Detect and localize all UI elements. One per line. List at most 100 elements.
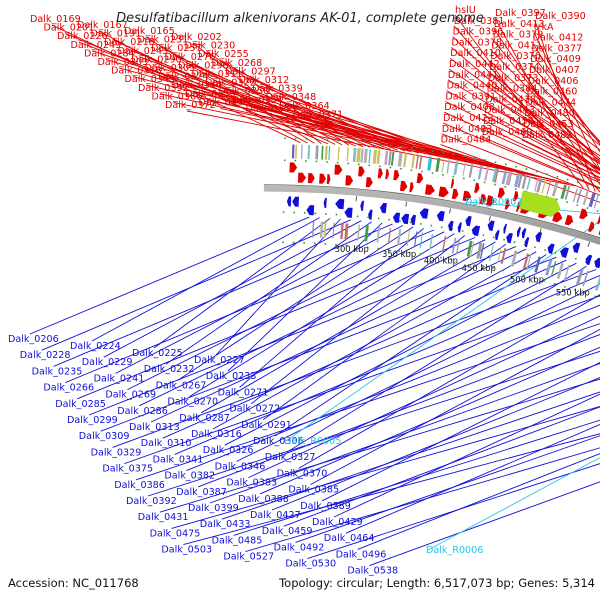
gene-label: Dalk_0191 [91, 29, 142, 40]
feature-tile [435, 157, 441, 172]
feature-tile [321, 145, 324, 160]
feature-tile-inner [489, 245, 494, 262]
leader-line [183, 433, 600, 546]
gene-label: Dalk_0374 [489, 62, 540, 73]
feature-tile-inner [387, 227, 392, 244]
gene-label: Dalk_0329 [91, 447, 142, 458]
leader-line [112, 269, 597, 448]
leader-line [489, 60, 600, 160]
accession-label: Accession: NC_011768 [8, 576, 139, 590]
feature-tile [346, 147, 349, 162]
gene-label: Dalk_0272 [229, 404, 280, 415]
plus-gene-arrow [451, 188, 459, 200]
genome-backbone [263, 184, 600, 245]
gene-label: Dalk_0387 [176, 487, 227, 498]
feature-tile-inner [419, 232, 423, 249]
feature-tile [295, 144, 298, 159]
gene-label: Dalk_0370 [277, 468, 328, 479]
minus-gene-arrow [379, 202, 387, 214]
leader-line [488, 71, 600, 160]
gene-label: Dalk_0372 [165, 100, 216, 111]
plus-gene-arrow [385, 169, 389, 180]
leader-line [115, 225, 404, 374]
minus-gene-arrow [503, 223, 507, 234]
leader-line [103, 220, 362, 358]
gene-label: Dalk_0464 [324, 533, 375, 544]
leader-line [174, 274, 600, 455]
gene-label: Dalk_0378 [451, 37, 502, 48]
guide-ring-3 [282, 241, 600, 300]
feature-tile-inner [376, 226, 381, 243]
leader-line [78, 41, 357, 147]
leader-line [300, 111, 542, 178]
leader-line [198, 334, 600, 488]
minus-gene-arrow [368, 209, 373, 220]
leader-line [53, 223, 393, 367]
plus-gene-arrow [393, 170, 400, 181]
gene-label: Dalk_0484 [441, 135, 492, 146]
plus-gene-arrow [424, 184, 435, 195]
feature-tile-inner [500, 248, 507, 264]
plus-gene-arrow [438, 186, 449, 198]
minus-gene-arrow [457, 222, 462, 233]
plus-gene-arrow [516, 202, 520, 212]
leader-line [357, 453, 600, 550]
plus-gene-arrow [462, 190, 472, 202]
backbone-ring [263, 184, 600, 245]
gene-label: Dalk_0406 [528, 76, 579, 87]
leader-line [159, 378, 600, 513]
gene-label: Dalk_0298 [178, 60, 229, 71]
gene-label: Dalk_0377 [531, 43, 582, 54]
leader-line [41, 219, 352, 351]
gene-label: Dalk_0233 [206, 371, 257, 382]
highlighted-gene [518, 190, 561, 217]
gene-label: Dalk_0305 [145, 63, 196, 74]
leader-line [105, 58, 412, 153]
gene-label: Dalk_0224 [70, 341, 121, 352]
leader-line [224, 262, 577, 446]
feature-tile-inner [526, 254, 532, 271]
leader-line [240, 96, 508, 170]
gene-label: Dalk_0359 [185, 89, 236, 100]
leader-line [260, 346, 600, 495]
leader-line [150, 248, 527, 423]
feature-tile [384, 150, 389, 166]
gene-label: Dalk_0503 [161, 545, 212, 556]
backbone-edge [263, 184, 600, 238]
minus-gene-arrow [410, 214, 416, 226]
feature-tile [307, 145, 311, 160]
gene-tracks [282, 137, 600, 300]
gene-label: Dalk_0496 [336, 549, 387, 560]
feature-tile [415, 154, 419, 169]
gene-label: Dalk_0480 [524, 108, 575, 119]
minus-gene-arrow [524, 237, 530, 248]
leader-line [177, 226, 414, 381]
leader-line [487, 82, 600, 162]
gene-label: Dalk_0290 [131, 54, 182, 65]
tick-label: 400 kbp [424, 256, 458, 266]
feature-tile-inner [595, 275, 600, 291]
gene-label: Dalk_0407 [529, 65, 580, 76]
rna-label: Dalk_R0005 [284, 436, 341, 447]
feature-tile-inner [550, 261, 557, 277]
feature-tile [514, 173, 521, 188]
leader-line [446, 90, 600, 175]
gene-label: Dalk_0226 [57, 31, 108, 42]
minus-gene-arrow [335, 198, 345, 210]
gene-label: hslU [455, 5, 476, 16]
feature-tile-inner [340, 223, 344, 240]
leader-line [65, 33, 329, 145]
tick-mark [539, 228, 542, 234]
leader-line [528, 74, 600, 143]
gene-label: Dalk_0388 [238, 494, 289, 505]
gene-label: Dalk_0350 [219, 86, 270, 97]
tick-label: 500 kbp [510, 274, 544, 284]
leader-line [248, 315, 600, 479]
gene-label: Dalk_0440 [447, 81, 498, 92]
leader-line [532, 42, 600, 153]
leader-line [369, 481, 600, 567]
feature-tile [501, 170, 508, 185]
feature-tile-inner [534, 256, 541, 273]
gene-label: Dalk_0276 [165, 52, 216, 63]
feature-tile [360, 148, 364, 163]
